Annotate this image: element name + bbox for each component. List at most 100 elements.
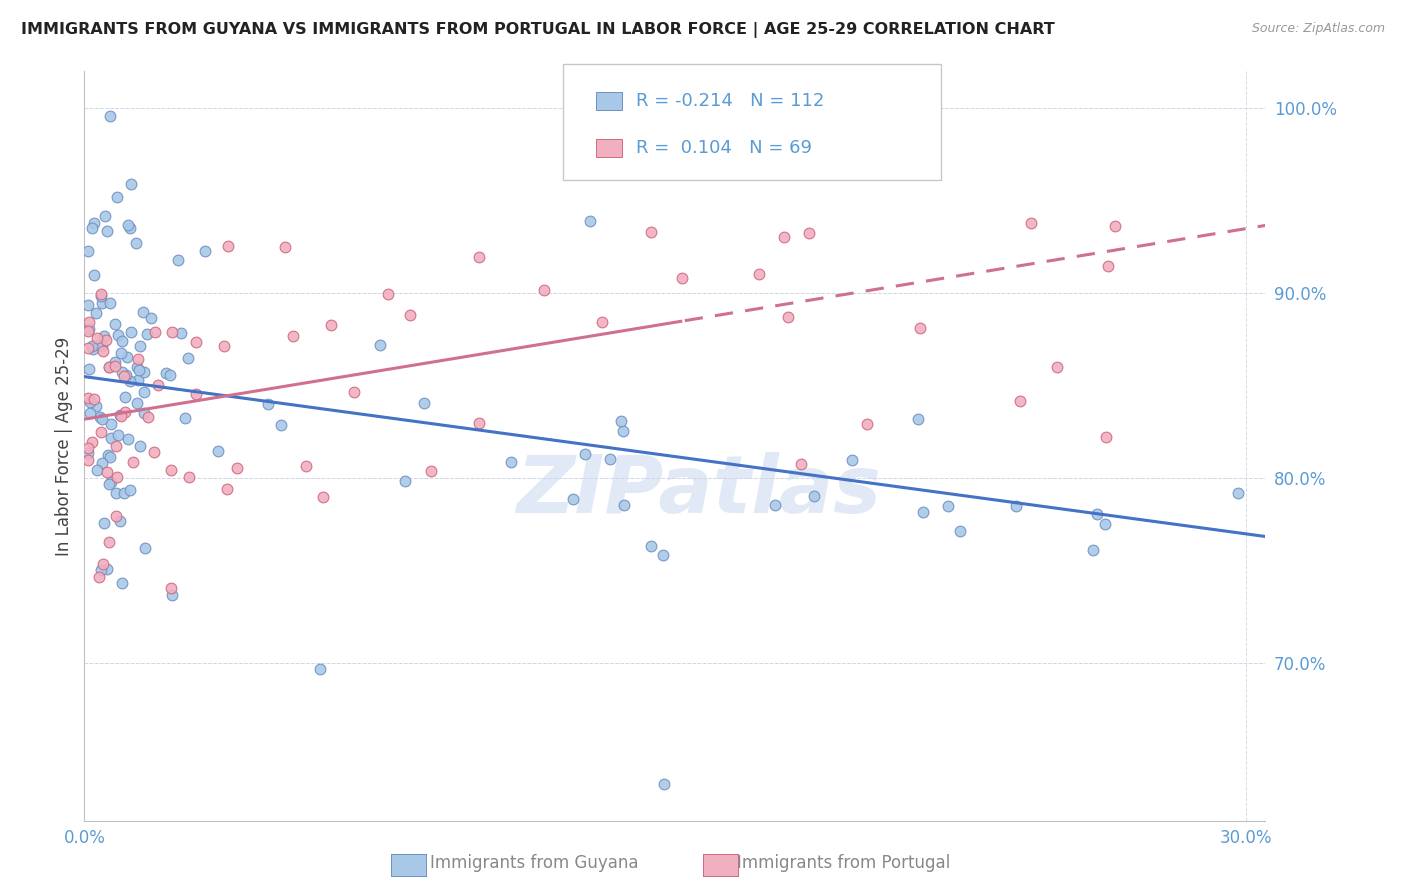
Point (855, 417, 877, 431)
Point (370, 338, 392, 352)
Point (111, 365, 134, 379)
FancyBboxPatch shape (562, 64, 941, 180)
Point (111, 334, 134, 348)
Point (640, 225, 662, 239)
Point (186, 335, 208, 350)
FancyBboxPatch shape (596, 139, 621, 157)
Point (105, 470, 128, 484)
Point (591, 315, 613, 329)
Point (1046, 359, 1069, 374)
Point (257, 397, 280, 411)
Point (135, 326, 157, 341)
Point (107, 327, 129, 342)
Text: Source: ZipAtlas.com: Source: ZipAtlas.com (1251, 22, 1385, 36)
Point (98, 535, 121, 549)
Point (97, 448, 120, 462)
Point (128, 439, 150, 453)
Point (1095, 430, 1118, 444)
Point (212, 338, 235, 352)
Point (612, 425, 634, 439)
Point (377, 287, 399, 301)
Point (91, 296, 114, 310)
Point (98, 295, 121, 310)
Point (90, 286, 112, 301)
Point (501, 455, 523, 469)
Point (90, 339, 112, 353)
Point (574, 447, 596, 461)
Point (118, 374, 141, 388)
Point (120, 177, 142, 191)
Y-axis label: In Labor Force | Age 25-29: In Labor Force | Age 25-29 (55, 336, 73, 556)
Point (186, 386, 208, 401)
Text: IMMIGRANTS FROM GUYANA VS IMMIGRANTS FROM PORTUGAL IN LABOR FORCE | AGE 25-29 CO: IMMIGRANTS FROM GUYANA VS IMMIGRANTS FRO… (21, 22, 1054, 38)
Point (207, 443, 229, 458)
Point (763, 498, 786, 512)
Point (77, 298, 100, 312)
Point (110, 345, 132, 359)
Point (108, 409, 131, 423)
Point (134, 406, 156, 420)
Point (77, 315, 100, 329)
Point (100, 475, 122, 489)
Point (949, 524, 972, 539)
Point (143, 325, 166, 339)
Point (907, 412, 929, 426)
Point (132, 385, 155, 400)
Point (83, 392, 105, 406)
Point (83, 216, 105, 230)
Point (413, 395, 436, 409)
Point (82, 343, 104, 357)
Point (640, 540, 662, 554)
Point (83, 268, 105, 282)
Point (77, 244, 100, 258)
Point (114, 390, 136, 404)
Point (77, 452, 100, 467)
Point (87, 337, 110, 351)
Point (419, 464, 441, 478)
Point (93, 516, 115, 530)
Point (127, 373, 149, 387)
Point (110, 409, 132, 424)
Point (98, 359, 121, 374)
Point (217, 483, 239, 497)
Point (194, 244, 217, 258)
Point (1227, 486, 1250, 500)
Point (105, 190, 128, 204)
Point (162, 588, 184, 602)
Point (128, 338, 150, 352)
Point (127, 359, 149, 374)
Point (799, 227, 821, 241)
Point (321, 318, 343, 332)
Point (90, 425, 112, 439)
Point (912, 505, 935, 519)
Point (104, 317, 127, 331)
Point (108, 514, 131, 528)
Point (96, 224, 118, 238)
FancyBboxPatch shape (596, 92, 621, 110)
Point (89, 570, 111, 584)
Point (96, 562, 118, 576)
Point (167, 253, 190, 268)
Point (170, 326, 193, 341)
Point (79, 406, 101, 420)
Point (77, 341, 100, 355)
Point (312, 490, 335, 504)
Point (652, 777, 675, 791)
Point (86, 463, 108, 477)
Point (96, 465, 118, 479)
Point (77, 392, 100, 406)
Point (90, 563, 112, 577)
Point (117, 219, 139, 233)
Point (177, 469, 200, 483)
Point (270, 417, 292, 432)
Point (599, 452, 621, 467)
Point (118, 221, 141, 235)
Point (468, 250, 491, 264)
Text: R = -0.214   N = 112: R = -0.214 N = 112 (636, 92, 824, 110)
Point (1021, 216, 1043, 230)
Point (77, 325, 100, 339)
Point (146, 378, 169, 392)
Point (136, 409, 159, 424)
Point (97, 359, 120, 374)
Point (841, 453, 863, 467)
